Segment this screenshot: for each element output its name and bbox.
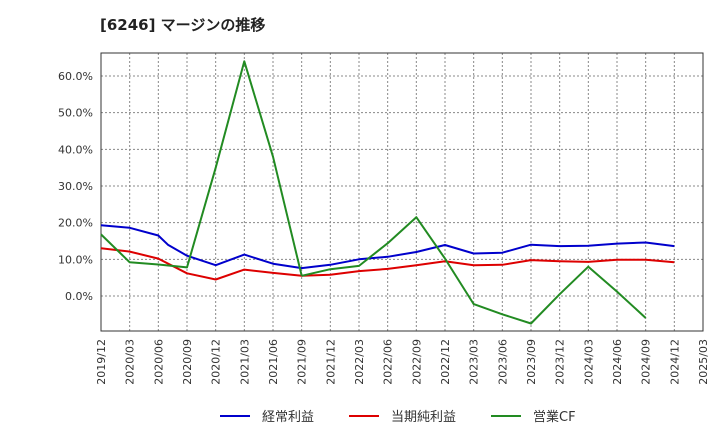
x-tick-label: 2023/12 — [554, 339, 567, 385]
y-tick-label: 0.0% — [65, 290, 93, 303]
y-tick-label: 60.0% — [58, 70, 93, 83]
x-tick-label: 2024/12 — [668, 339, 681, 385]
legend-label-当期純利益: 当期純利益 — [391, 410, 456, 425]
x-tick-label: 2023/06 — [496, 339, 509, 385]
x-tick-label: 2020/06 — [152, 339, 165, 385]
x-tick-label: 2020/09 — [181, 339, 194, 385]
y-tick-label: 20.0% — [58, 217, 93, 230]
series-line-営業CF — [301, 216, 647, 325]
x-tick-label: 2022/03 — [353, 339, 366, 385]
x-tick-label: 2021/03 — [238, 339, 251, 385]
x-tick-label: 2021/06 — [267, 339, 280, 385]
x-tick-label: 2023/03 — [468, 339, 481, 385]
y-tick-label: 40.0% — [58, 143, 93, 156]
series-line-営業CF — [100, 60, 303, 277]
x-tick-label: 2024/09 — [640, 339, 653, 385]
series-line-当期純利益 — [100, 247, 675, 281]
plot-frame — [100, 52, 704, 332]
x-tick-label: 2021/09 — [296, 339, 309, 385]
x-tick-label: 2019/12 — [95, 339, 108, 385]
y-tick-label: 10.0% — [58, 253, 93, 266]
x-tick-label: 2022/09 — [410, 339, 423, 385]
y-tick-label: 30.0% — [58, 180, 93, 193]
x-tick-label: 2021/12 — [324, 339, 337, 385]
series-line-経常利益 — [100, 224, 675, 270]
x-tick-label: 2022/12 — [439, 339, 452, 385]
y-tick-label: 50.0% — [58, 107, 93, 120]
x-tick-label: 2024/03 — [582, 339, 595, 385]
x-tick-label: 2020/03 — [124, 339, 137, 385]
chart-title: [6246] マージンの推移 — [100, 16, 266, 34]
legend-label-営業CF: 営業CF — [533, 409, 576, 425]
x-tick-label: 2022/06 — [382, 339, 395, 385]
x-tick-label: 2024/06 — [611, 339, 624, 385]
x-tick-label: 2023/09 — [525, 339, 538, 385]
x-tick-label: 2025/03 — [697, 339, 710, 385]
legend-label-経常利益: 経常利益 — [262, 410, 314, 425]
plot-area — [101, 53, 703, 331]
x-tick-label: 2020/12 — [210, 339, 223, 385]
